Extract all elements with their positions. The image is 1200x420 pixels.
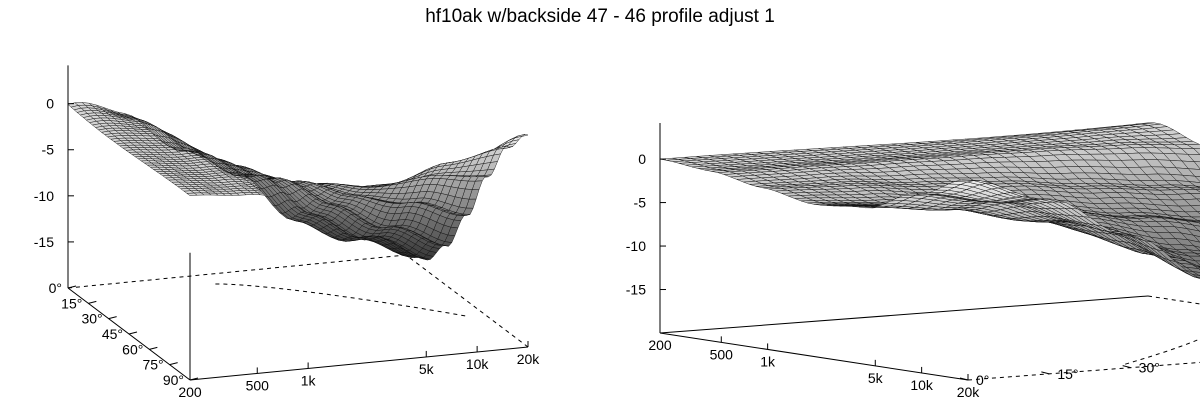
surface-facet	[1192, 220, 1200, 224]
surface-facet	[1183, 198, 1200, 207]
y-tick-label: 75°	[142, 357, 163, 373]
x-tick-label: 5k	[419, 361, 435, 377]
surface-facet	[1182, 252, 1200, 257]
surface-facet	[1192, 224, 1200, 232]
y-ticks: 0°15°30°45°60°75°90°	[49, 280, 199, 388]
surface-facet	[1192, 271, 1200, 276]
surface-facet	[1195, 189, 1200, 193]
z-tick-label: -5	[634, 195, 647, 211]
z-tick-label: -10	[34, 188, 54, 204]
x-axis-line	[659, 332, 969, 381]
x-tick-label: 10k	[466, 356, 490, 372]
y-tick	[149, 346, 158, 350]
x-tick-label: 500	[246, 377, 270, 393]
surface-facet	[1187, 168, 1200, 177]
y-tick-label: 90°	[163, 372, 184, 388]
x-tick-label: 10k	[910, 377, 934, 393]
x-tick-label: 500	[710, 346, 734, 362]
x-tick-label: 5k	[868, 370, 884, 386]
z-ticks: 0 -5 -10 -15	[626, 151, 666, 298]
z-tick-label: -5	[42, 142, 55, 158]
chart-title: hf10ak w/backside 47 - 46 profile adjust…	[425, 6, 775, 27]
x-tick-label: 1k	[760, 353, 776, 369]
y-tick	[128, 331, 138, 335]
y-ticks: 0°15°30°45°60°75°90°	[959, 360, 1160, 388]
surface-facet	[1181, 160, 1200, 170]
surface-facet	[1196, 198, 1200, 203]
surface-facet	[1196, 211, 1200, 215]
surface-facet	[1180, 148, 1200, 155]
surface-facet	[1193, 245, 1200, 251]
x-axis-line	[189, 346, 529, 381]
surface-facet	[1189, 187, 1200, 190]
z-ticks: 0 -5 -10 -15	[34, 96, 74, 250]
y-tick-label: 15°	[1057, 366, 1078, 382]
surface-facet	[1189, 193, 1200, 200]
y-tick	[959, 377, 969, 381]
floor-axes	[659, 123, 1200, 381]
y-tick-label: 0°	[49, 280, 62, 296]
y-axis-line	[659, 295, 1149, 334]
y-tick	[108, 316, 117, 320]
surface-facet	[1187, 154, 1200, 163]
floor-edge	[967, 361, 1200, 381]
surface-facet	[1193, 276, 1200, 279]
surface-facet	[1194, 175, 1200, 182]
surface-facet	[1186, 239, 1200, 248]
x-tick-label: 20k	[957, 384, 981, 400]
surface-facet	[1181, 244, 1200, 252]
y-tick-label: 30°	[1139, 360, 1160, 376]
z-tick-label: -10	[626, 238, 646, 254]
surface-facet	[1188, 249, 1200, 254]
x-tick-label: 1k	[301, 372, 317, 388]
surface-mesh	[67, 102, 529, 261]
x-ticks: 200 500 1k 5k 10k 20k	[648, 327, 980, 400]
y-tick	[88, 300, 97, 304]
y-tick	[1041, 371, 1050, 375]
surface-plot-left: 0 -5 -10 -15 200 500 1k 5k 10k 20k 0°15°30°45°60°7…	[34, 65, 540, 400]
floor-edge	[405, 254, 529, 348]
y-tick	[189, 377, 199, 381]
z-tick-label: 0	[46, 96, 54, 112]
surface-facet	[1190, 204, 1200, 212]
floor-contour	[215, 283, 469, 317]
surface-facet	[1193, 161, 1200, 170]
surface-mesh	[659, 122, 1200, 279]
surface-facet	[1183, 189, 1200, 194]
surface-facet	[1197, 265, 1200, 268]
surface-facet	[1188, 181, 1200, 187]
x-tick-label: 20k	[517, 351, 541, 367]
y-tick-label: 45°	[102, 326, 123, 342]
y-tick-label: 0°	[976, 372, 989, 388]
z-tick-label: 0	[638, 151, 646, 167]
surface-facet	[1186, 220, 1200, 227]
surface-facet	[1188, 255, 1200, 262]
surface-facet	[1184, 211, 1200, 218]
y-tick	[169, 362, 178, 366]
floor-edge	[1147, 295, 1200, 305]
surface-facet	[1186, 267, 1200, 273]
x-ticks: 200 500 1k 5k 10k 20k	[178, 341, 540, 400]
surface-facet	[1181, 174, 1200, 183]
surface-facet	[1191, 264, 1200, 270]
x-tick-label: 200	[178, 384, 202, 400]
surface-facet	[1186, 228, 1200, 237]
surface-facet	[1192, 234, 1200, 243]
floor-contour	[1123, 338, 1200, 366]
surface-plot-right: 0-5-10-152005001k5k10k20k0°15°30°45°60°7…	[626, 122, 1200, 400]
y-tick-label: 30°	[81, 311, 102, 327]
surface-facet	[1183, 184, 1200, 189]
surface-facet	[1192, 148, 1200, 155]
floor-edge	[67, 254, 407, 289]
z-tick-label: -15	[34, 234, 54, 250]
x-tick-label: 200	[648, 337, 672, 353]
surface-facet	[1186, 144, 1200, 149]
y-tick	[67, 285, 77, 289]
y-tick-label: 15°	[61, 295, 82, 311]
y-tick	[1122, 365, 1131, 369]
z-tick-label: -15	[626, 282, 646, 298]
surface-facet	[1194, 252, 1200, 256]
y-tick-label: 60°	[122, 341, 143, 357]
